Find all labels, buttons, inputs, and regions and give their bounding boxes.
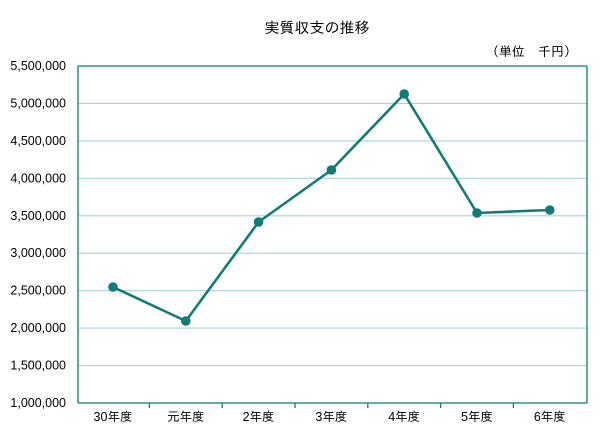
svg-text:元年度: 元年度 bbox=[167, 410, 205, 424]
svg-text:6年度: 6年度 bbox=[534, 410, 566, 424]
svg-text:4年度: 4年度 bbox=[388, 410, 420, 424]
svg-text:5,500,000: 5,500,000 bbox=[10, 59, 66, 73]
svg-text:30年度: 30年度 bbox=[94, 410, 133, 424]
svg-text:5,000,000: 5,000,000 bbox=[10, 97, 66, 111]
svg-text:3,500,000: 3,500,000 bbox=[10, 209, 66, 223]
svg-text:4,500,000: 4,500,000 bbox=[10, 134, 66, 148]
svg-text:5年度: 5年度 bbox=[461, 410, 493, 424]
svg-text:1,000,000: 1,000,000 bbox=[10, 396, 66, 410]
svg-text:1,500,000: 1,500,000 bbox=[10, 359, 66, 373]
svg-text:4,000,000: 4,000,000 bbox=[10, 171, 66, 185]
svg-text:2,000,000: 2,000,000 bbox=[10, 321, 66, 335]
svg-text:3年度: 3年度 bbox=[315, 410, 347, 424]
svg-text:2,500,000: 2,500,000 bbox=[10, 284, 66, 298]
svg-text:3,000,000: 3,000,000 bbox=[10, 246, 66, 260]
svg-text:2年度: 2年度 bbox=[243, 410, 275, 424]
